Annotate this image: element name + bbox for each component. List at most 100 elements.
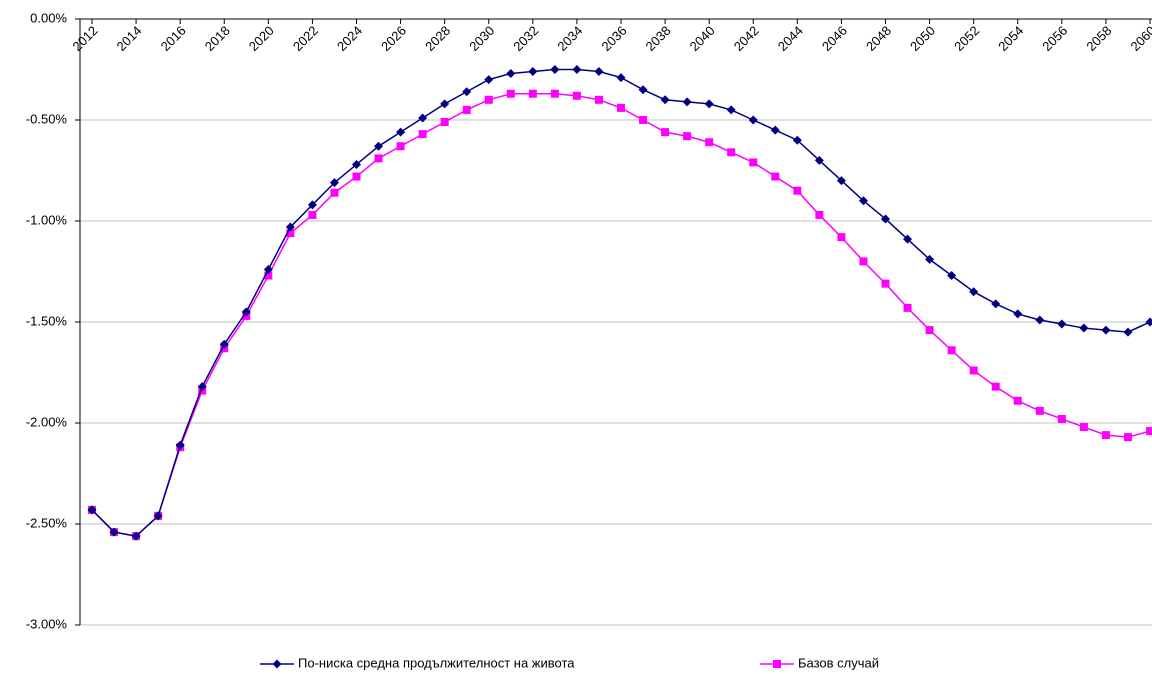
point (1013, 309, 1023, 319)
x-tick-label: 2038 (643, 23, 674, 54)
y-tick-label: -3.00% (26, 616, 68, 631)
x-tick-label: 2050 (907, 23, 938, 54)
legend-label: Базов случай (798, 655, 879, 670)
x-tick-label: 2012 (69, 23, 100, 54)
point (264, 271, 273, 280)
y-tick-label: -0.50% (26, 111, 68, 126)
point (572, 65, 582, 74)
point (770, 125, 780, 135)
point (440, 99, 450, 109)
point (859, 257, 868, 266)
point (374, 154, 383, 163)
x-tick-label: 2042 (731, 23, 762, 54)
point (594, 67, 604, 77)
point (484, 75, 494, 85)
x-tick-label: 2046 (819, 23, 850, 54)
point (616, 73, 626, 83)
series-line (91, 68, 1151, 537)
point (506, 69, 516, 79)
point (814, 155, 824, 165)
y-tick-label: 0.00% (30, 10, 67, 25)
point (947, 346, 956, 355)
point (748, 115, 758, 125)
point (1035, 315, 1045, 325)
legend-item: По-ниска средна продължителност на живот… (260, 655, 575, 670)
point (418, 113, 428, 123)
point (925, 254, 935, 264)
point (219, 339, 229, 349)
point (175, 440, 185, 450)
point (682, 97, 692, 107)
point (528, 89, 537, 98)
point (1079, 423, 1088, 432)
point (1145, 317, 1152, 327)
point (286, 229, 295, 238)
point (792, 135, 802, 145)
x-tick-label: 2018 (202, 23, 233, 54)
x-tick-label: 2016 (158, 23, 189, 54)
point (352, 172, 361, 181)
x-tick-label: 2040 (687, 23, 718, 54)
x-tick-label: 2044 (775, 23, 806, 54)
point (131, 531, 141, 541)
point (969, 366, 978, 375)
point (285, 222, 295, 232)
point (440, 118, 449, 127)
point (153, 511, 163, 521)
x-tick-label: 2058 (1083, 23, 1114, 54)
point (263, 264, 273, 274)
point (197, 382, 207, 392)
point (418, 130, 427, 139)
point (506, 89, 515, 98)
point (550, 65, 560, 74)
point (704, 99, 714, 109)
point (683, 132, 692, 141)
x-tick-label: 2014 (114, 23, 145, 54)
point (396, 127, 406, 137)
legend-marker (272, 659, 282, 669)
point (1101, 431, 1110, 440)
point (903, 303, 912, 312)
point (991, 382, 1000, 391)
x-tick-label: 2024 (334, 23, 365, 54)
point (925, 326, 934, 335)
x-tick-label: 2032 (510, 23, 541, 54)
point (815, 210, 824, 219)
x-tick-label: 2034 (554, 23, 585, 54)
legend-marker (773, 660, 781, 668)
point (1057, 414, 1066, 423)
point (594, 95, 603, 104)
point (241, 307, 251, 317)
point (329, 178, 339, 188)
y-tick-label: -1.50% (26, 313, 68, 328)
point (87, 505, 97, 515)
point (352, 159, 361, 169)
point (727, 148, 736, 157)
point (1057, 319, 1067, 329)
point (660, 95, 670, 105)
x-tick-label: 2052 (951, 23, 982, 54)
point (396, 142, 405, 151)
point (550, 89, 559, 98)
x-tick-label: 2030 (466, 23, 497, 54)
point (462, 87, 472, 97)
y-tick-label: -2.00% (26, 414, 68, 429)
point (771, 172, 780, 181)
point (991, 299, 1001, 309)
point (947, 271, 957, 281)
x-tick-label: 2026 (378, 23, 409, 54)
point (484, 95, 493, 104)
legend-item: Базов случай (760, 655, 879, 670)
point (1101, 325, 1111, 335)
point (308, 210, 317, 219)
series-line (91, 92, 1151, 537)
point (1146, 427, 1152, 436)
point (858, 196, 868, 206)
point (749, 158, 758, 167)
point (881, 279, 890, 288)
x-tick-label: 2036 (598, 23, 629, 54)
point (705, 138, 714, 147)
point (638, 85, 648, 95)
x-tick-label: 2020 (246, 23, 277, 54)
